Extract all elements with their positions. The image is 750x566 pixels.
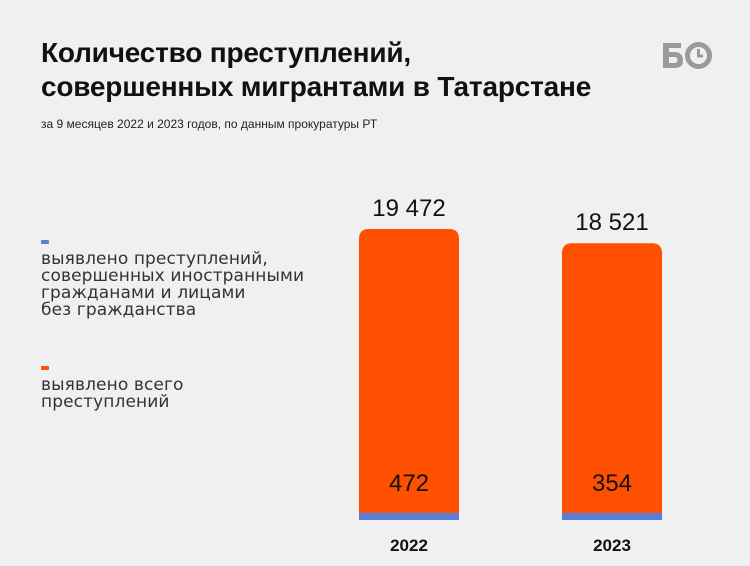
value-label-foreign-2023: 354 [592, 470, 632, 497]
legend-swatch-total [41, 366, 49, 370]
legend-label-foreign-2: совершенных иностранными [41, 266, 305, 286]
bar-foreign-2022 [359, 512, 459, 520]
bo-logo: БО [663, 42, 712, 69]
legend-label-foreign-1: выявлено преступлений, [41, 249, 268, 269]
legend-label-total-1: выявлено всего [41, 375, 184, 395]
bar-total-2022 [359, 229, 459, 520]
title-line-2: совершенных мигрантами в Татарстане [41, 71, 592, 102]
value-label-foreign-2022: 472 [389, 470, 429, 497]
category-label-2022: 2022 [390, 536, 428, 555]
category-label-2023: 2023 [593, 536, 631, 555]
legend-label-foreign-3: гражданами и лицами [41, 283, 246, 303]
legend-swatch-foreign [41, 240, 49, 244]
bar-foreign-2023 [562, 513, 662, 520]
chart-subtitle: за 9 месяцев 2022 и 2023 годов, по данны… [41, 117, 378, 131]
legend-label-foreign-4: без гражданства [41, 300, 197, 320]
legend-item-foreign: выявлено преступлений, совершенных иност… [41, 240, 361, 319]
value-label-total-2023: 18 521 [575, 209, 648, 236]
title-line-1: Количество преступлений, [41, 37, 411, 68]
legend-item-total: выявлено всего преступлений [41, 366, 361, 411]
value-label-total-2022: 19 472 [372, 195, 445, 222]
bar-total-2023 [562, 243, 662, 520]
legend-label-total-2: преступлений [41, 392, 170, 412]
chart-title: Количество преступлений, совершенных миг… [41, 36, 641, 104]
